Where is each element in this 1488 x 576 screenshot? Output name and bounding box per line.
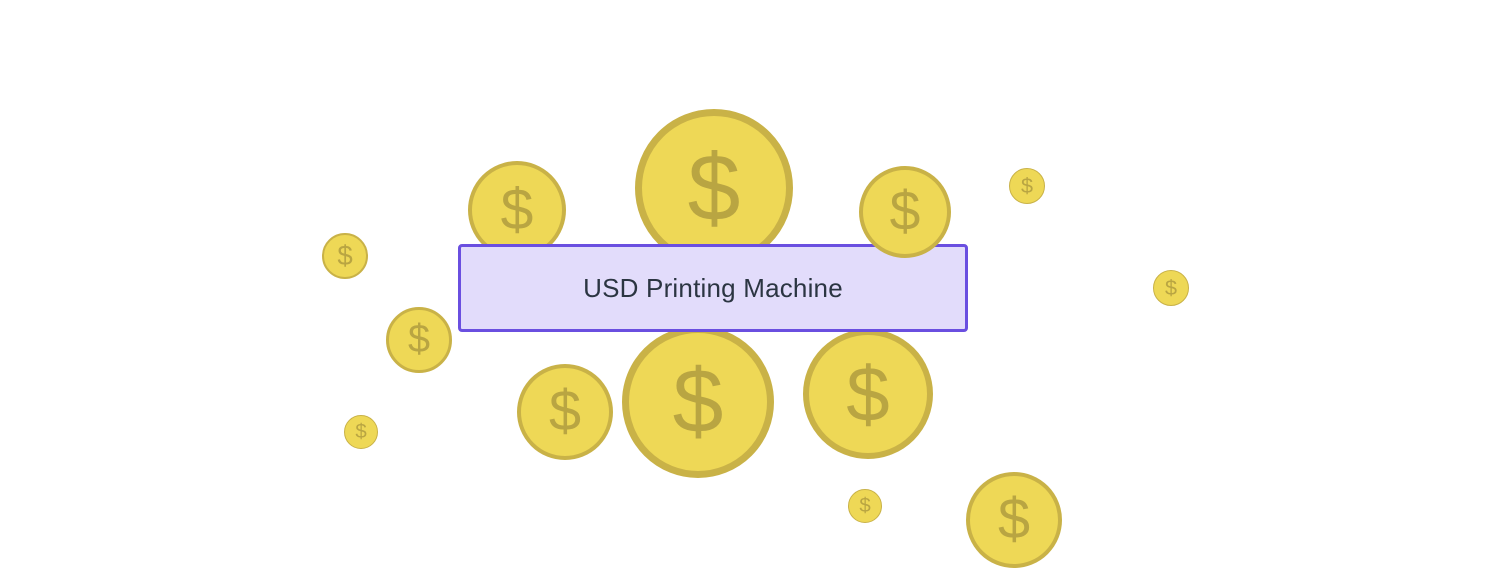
dollar-sign-icon: $ [688, 141, 741, 236]
dollar-sign-icon: $ [859, 496, 870, 516]
dollar-sign-icon: $ [1165, 277, 1177, 299]
dollar-sign-icon: $ [998, 491, 1030, 549]
coin-icon: $ [848, 489, 882, 523]
dollar-sign-icon: $ [846, 355, 889, 433]
coin-icon: $ [1153, 270, 1189, 306]
dollar-sign-icon: $ [501, 181, 534, 240]
coin-icon: $ [966, 472, 1062, 568]
dollar-sign-icon: $ [337, 242, 352, 270]
coin-icon: $ [322, 233, 368, 279]
coin-icon: $ [386, 307, 452, 373]
dollar-sign-icon: $ [549, 383, 581, 441]
title-box: USD Printing Machine [458, 244, 968, 332]
dollar-sign-icon: $ [673, 356, 724, 447]
dollar-sign-icon: $ [408, 320, 430, 360]
title-text: USD Printing Machine [583, 273, 843, 304]
coin-icon: $ [859, 166, 951, 258]
coin-icon: $ [622, 326, 774, 478]
dollar-sign-icon: $ [355, 422, 366, 442]
dollar-sign-icon: $ [1021, 175, 1033, 197]
coin-icon: $ [344, 415, 378, 449]
coin-icon: $ [803, 329, 933, 459]
dollar-sign-icon: $ [890, 184, 921, 239]
coin-icon: $ [1009, 168, 1045, 204]
diagram-canvas: $ $ $ $ $ $ $ $ $ $ $ $ $ USD Printing Machine [0, 0, 1488, 576]
coin-icon: $ [517, 364, 613, 460]
